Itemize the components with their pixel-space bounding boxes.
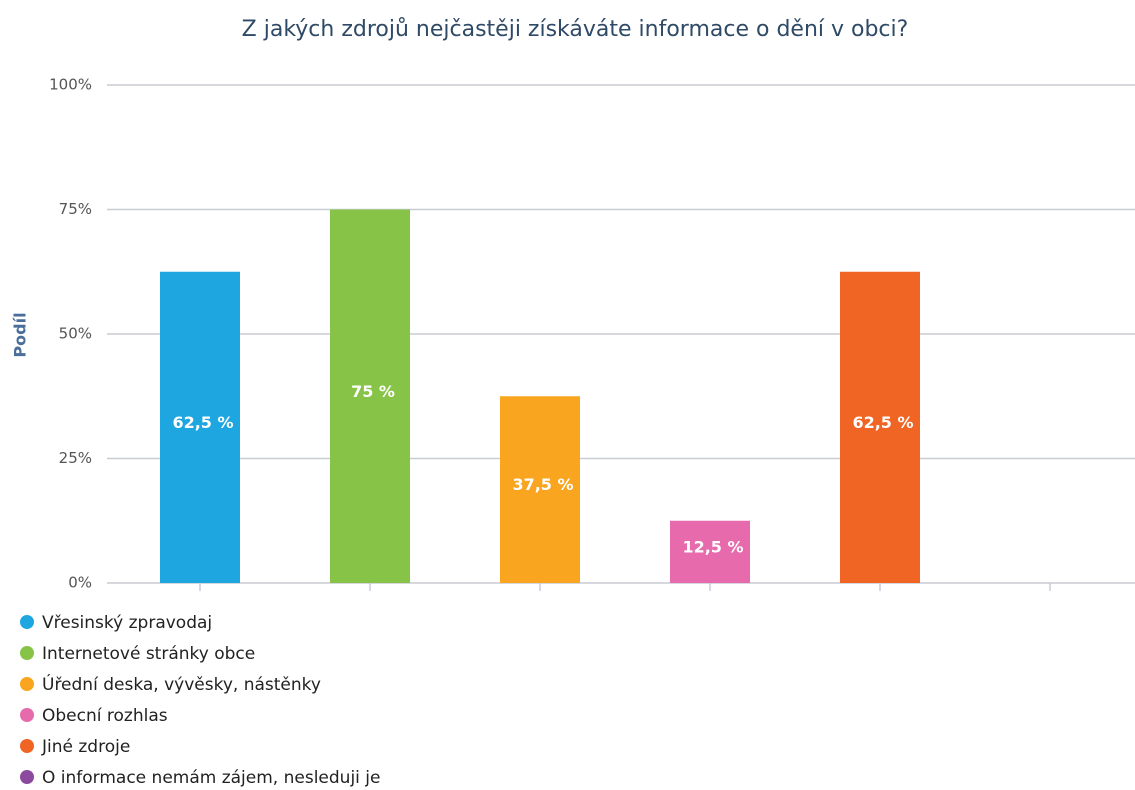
legend-label: Jiné zdroje: [41, 737, 130, 757]
legend-label: Internetové stránky obce: [42, 644, 255, 664]
data-label: 12,5 %: [682, 537, 743, 556]
y-tick-label: 75%: [59, 200, 92, 218]
bar: [500, 396, 580, 583]
legend-label: Úřední deska, vývěsky, nástěnky: [42, 673, 321, 695]
y-tick-label: 25%: [59, 449, 92, 467]
legend-marker: [20, 615, 34, 629]
legend-label: O informace nemám zájem, nesleduji je: [42, 768, 380, 788]
bar: [670, 520, 750, 583]
bar: [840, 271, 920, 583]
data-label: 62,5 %: [172, 413, 233, 432]
bar: [330, 209, 410, 583]
legend-marker: [20, 739, 34, 753]
y-tick-label: 100%: [49, 76, 92, 94]
legend-marker: [20, 708, 34, 722]
y-axis-label: Podíl: [11, 312, 30, 357]
legend-marker: [20, 677, 34, 691]
chart-title: Z jakých zdrojů nejčastěji získáváte inf…: [242, 17, 909, 42]
bar: [160, 271, 240, 583]
data-label: 37,5 %: [512, 475, 573, 494]
data-label: 75 %: [351, 382, 395, 401]
y-tick-label: 50%: [59, 325, 92, 343]
legend-label: Vřesinský zpravodaj: [42, 613, 212, 633]
legend-label: Obecní rozhlas: [42, 706, 168, 726]
legend-marker: [20, 770, 34, 784]
y-tick-label: 0%: [68, 574, 92, 592]
legend-marker: [20, 646, 34, 660]
data-label: 62,5 %: [852, 413, 913, 432]
